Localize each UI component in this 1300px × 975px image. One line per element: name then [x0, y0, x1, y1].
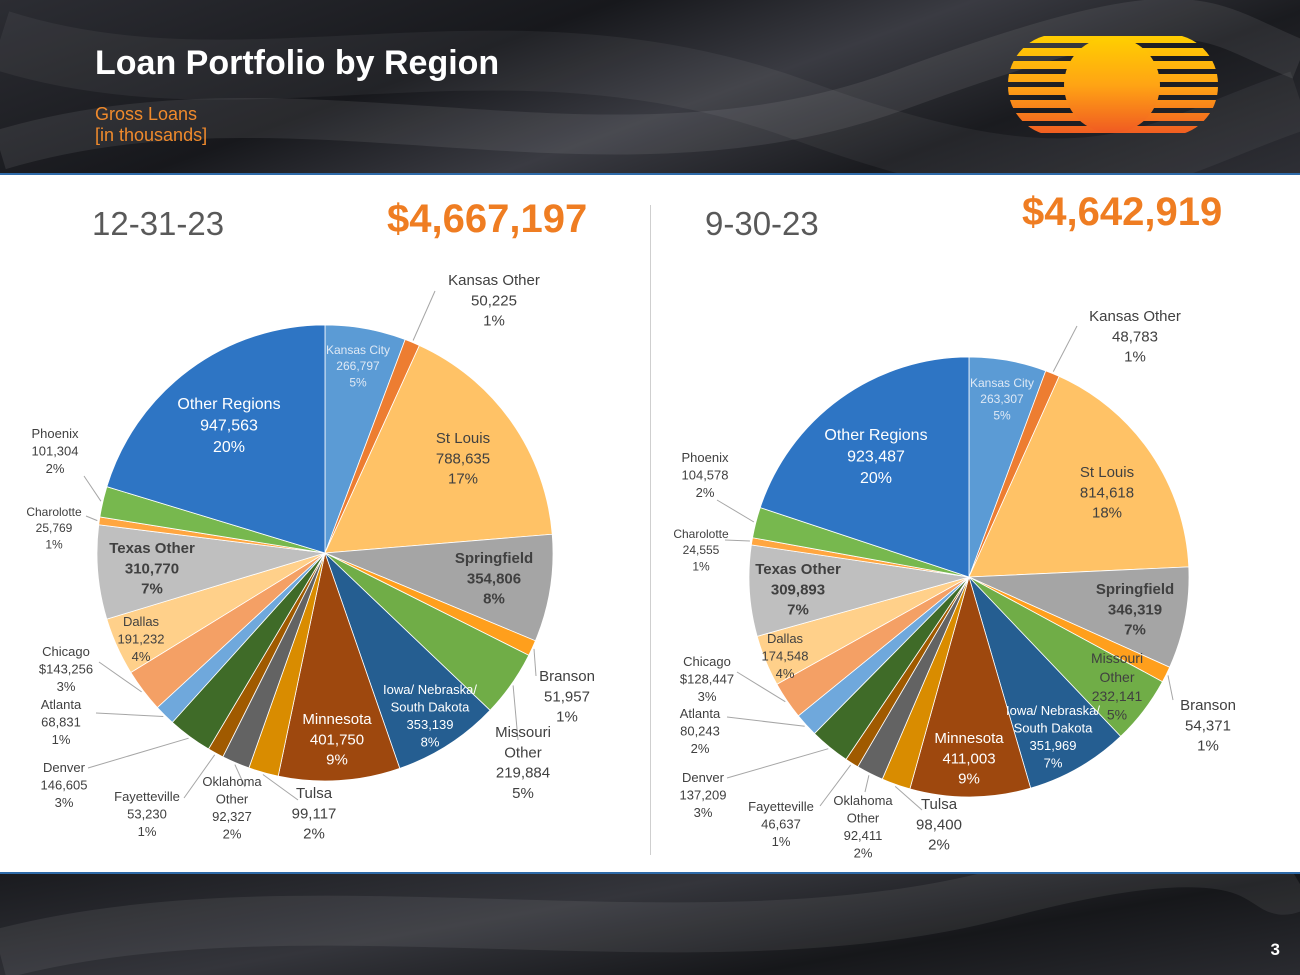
leader-line-atlanta [95, 712, 164, 717]
data-label-minnesota: Minnesota 401,750 9% [302, 711, 372, 769]
subtitle-line-1: Gross Loans [95, 104, 198, 124]
leader-line-kansas-other [1052, 325, 1078, 372]
page-subtitle: Gross Loans [in thousands] [95, 104, 207, 146]
data-label-kansas-city: Kansas City 266,797 5% [326, 343, 390, 389]
data-label-iowa: Iowa/ Nebraska/South Dakota 353,139 8% [383, 682, 477, 750]
total-right: $4,642,919 [1022, 190, 1223, 234]
subtitle-line-2: [in thousands] [95, 125, 208, 145]
pie-slice-springfield [324, 533, 554, 642]
data-label-oklahoma-other: Oklahoma Other 92,327 2% [202, 774, 262, 842]
leader-line-phoenix [716, 499, 755, 523]
data-label-other-regions: Other Regions 947,563 20% [177, 396, 280, 456]
leader-line-oklahoma-other [864, 775, 870, 793]
data-label-texas-other: Texas Other 309,893 7% [755, 561, 841, 619]
pie-slice-iowa [324, 552, 491, 769]
data-label-kansas-other: Kansas Other 48,783 1% [1089, 308, 1181, 366]
data-label-dallas: Dallas 191,232 4% [118, 614, 165, 664]
pie-slice-other-regions [106, 324, 326, 554]
footer-swoosh-decoration [0, 874, 1300, 975]
footer-banner [0, 874, 1300, 975]
data-label-dallas: Dallas 174,548 4% [762, 631, 809, 681]
panel-divider [650, 205, 651, 855]
header-banner: Loan Portfolio by Region Gross Loans [in… [0, 0, 1300, 173]
data-label-missouri-other: Missouri Other 219,884 5% [495, 724, 551, 802]
data-label-kansas-city: Kansas City 263,307 5% [970, 376, 1034, 422]
data-label-branson: Branson 54,371 1% [1180, 697, 1236, 755]
pie-chart-12-31-23: Kansas City 266,797 5% Kansas Other 50,225 1%… [26, 272, 595, 843]
leader-line-fayetteville [819, 764, 852, 807]
leader-line-kansas-other [412, 290, 436, 341]
leader-line-fayetteville [183, 754, 216, 799]
data-label-springfield: Springfield 354,806 8% [455, 550, 533, 608]
data-label-fayetteville: Fayetteville 53,230 1% [114, 789, 180, 839]
leader-line-oklahoma-other [234, 764, 246, 788]
data-label-charlotte: Charolotte 25,769 1% [26, 505, 82, 551]
leader-line-denver [87, 737, 189, 769]
data-label-tulsa: Tulsa 99,117 2% [292, 785, 337, 843]
leader-line-phoenix [83, 475, 102, 502]
data-label-atlanta: Atlanta 68,831 1% [41, 697, 82, 747]
data-label-atlanta: Atlanta 80,243 2% [680, 706, 721, 756]
data-label-texas-other: Texas Other 310,770 7% [109, 540, 195, 598]
data-label-kansas-other: Kansas Other 50,225 1% [448, 272, 540, 330]
date-label-left: 12-31-23 [92, 205, 225, 242]
company-logo-icon [1008, 36, 1218, 133]
data-label-iowa: Iowa/ Nebraska/South Dakota 351,969 7% [1006, 703, 1100, 771]
pie-slice-minnesota [277, 551, 401, 782]
total-left: $4,667,197 [387, 197, 588, 241]
data-label-st-louis: St Louis 814,618 18% [1080, 464, 1134, 522]
data-label-chicago: Chicago $143,256 3% [39, 644, 93, 694]
leader-line-chicago [736, 671, 786, 703]
data-label-springfield: Springfield 346,319 7% [1096, 581, 1174, 639]
data-label-oklahoma-other: Oklahoma Other 92,411 2% [833, 793, 893, 861]
data-label-branson: Branson 51,957 1% [539, 668, 595, 726]
data-label-chicago: Chicago $128,447 3% [680, 654, 734, 704]
date-label-right: 9-30-23 [705, 205, 819, 242]
data-label-phoenix: Phoenix 101,304 2% [32, 426, 79, 476]
pie-slice-minnesota [909, 575, 1032, 798]
pie-slice-st-louis [968, 375, 1190, 578]
data-label-st-louis: St Louis 788,635 17% [436, 430, 490, 488]
data-label-phoenix: Phoenix 104,578 2% [682, 450, 729, 500]
pie-slice-springfield [968, 566, 1190, 668]
pie-slice-st-louis [324, 344, 553, 554]
leader-line-branson [533, 648, 537, 677]
data-label-denver: Denver 137,209 3% [680, 770, 727, 820]
leader-line-branson [1167, 675, 1174, 701]
leader-line-missouri-other [512, 685, 519, 741]
leader-line-atlanta [726, 716, 805, 727]
leader-line-charlotte [85, 515, 98, 522]
leader-line-tulsa [262, 774, 299, 801]
leader-line-chicago [98, 661, 142, 693]
leader-line-charlotte [724, 539, 750, 542]
leader-line-denver [726, 748, 829, 779]
data-label-other-regions: Other Regions 923,487 20% [824, 427, 927, 487]
header-swoosh-decoration [0, 0, 1300, 173]
data-label-fayetteville: Fayetteville 46,637 1% [748, 799, 814, 849]
pie-chart-9-30-23: Kansas City 263,307 5% Kansas Other 48,783 1%… [673, 308, 1236, 861]
leader-line-tulsa [894, 786, 923, 811]
page-title: Loan Portfolio by Region [95, 44, 500, 82]
data-label-denver: Denver 146,605 3% [41, 760, 88, 810]
data-label-missouri-other: Missouri Other 232,141 5% [1091, 650, 1143, 723]
data-label-charlotte: Charolotte 24,555 1% [673, 527, 729, 573]
page-number: 3 [1270, 940, 1280, 959]
pie-slice-other-regions [759, 356, 970, 578]
pie-slice-iowa [968, 576, 1122, 789]
data-label-tulsa: Tulsa 98,400 2% [916, 796, 962, 854]
data-label-minnesota: Minnesota 411,003 9% [934, 730, 1004, 788]
